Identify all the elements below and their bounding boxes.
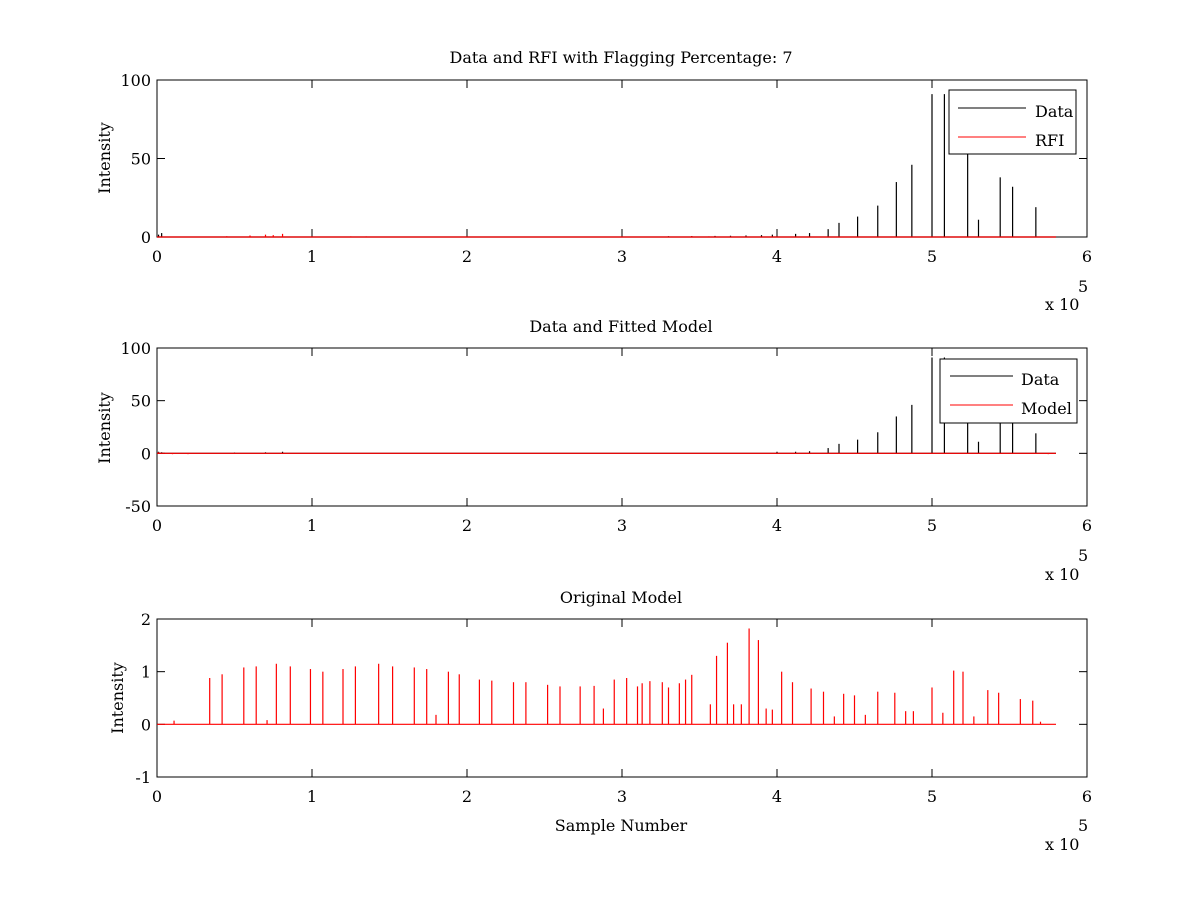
- panel-3-ytick-label: 1: [141, 663, 151, 682]
- panel-2-ylabel: Intensity: [95, 392, 114, 464]
- panel-1-xtick-label: 6: [1082, 247, 1092, 266]
- panel-3-ytick-label: -1: [135, 768, 151, 787]
- panel-1-ytick-label: 100: [120, 71, 151, 90]
- panel-fitted-model: Data and Fitted Model Intensity 0 1 2 3 4 5 6 -…: [95, 317, 1092, 584]
- panel-2-ytick-label: 0: [141, 444, 151, 463]
- panel-1-xtick-label: 1: [307, 247, 317, 266]
- panel-1-xtick-label: 2: [462, 247, 472, 266]
- panel-2-title: Data and Fitted Model: [529, 317, 712, 336]
- panel-3-xtick-label: 2: [462, 787, 472, 806]
- panel-1-ytick-label: 50: [131, 150, 151, 169]
- panel-1-title: Data and RFI with Flagging Percentage: 7: [449, 48, 792, 67]
- panel-3-xtick-label: 5: [927, 787, 937, 806]
- panel-3-xtick-label: 4: [772, 787, 782, 806]
- panel-2-xtick-label: 5: [927, 516, 937, 535]
- panel-2-legend-box: [939, 358, 1078, 424]
- panel-1-ytick-label: 0: [141, 228, 151, 247]
- panel-3-ylabel: Intensity: [108, 662, 127, 734]
- panel-2-legend-label-model: Model: [1021, 399, 1072, 418]
- panel-3-xtick-label: 0: [152, 787, 162, 806]
- panel-1-legend-box: [948, 89, 1077, 155]
- panel-3-xtick-label: 6: [1082, 787, 1092, 806]
- panel-1-legend-label-data: Data: [1035, 102, 1074, 121]
- panel-1-xtick-label: 5: [927, 247, 937, 266]
- panel-2-legend: Data Model: [939, 358, 1078, 424]
- panel-3-xlabel: Sample Number: [555, 816, 688, 835]
- panel-1-xtick-label: 4: [772, 247, 782, 266]
- panel-3-xtick-label: 1: [307, 787, 317, 806]
- panel-2-ytick-label: 100: [120, 339, 151, 358]
- panel-1-legend: Data RFI: [948, 89, 1077, 155]
- panel-2-xtick-label: 0: [152, 516, 162, 535]
- panel-2-x-exponent-label: x 10: [1045, 565, 1079, 584]
- panel-3-x-exponent: 5: [1078, 816, 1088, 835]
- panel-1-xtick-label: 3: [617, 247, 627, 266]
- panel-1-x-exponent-label: x 10: [1045, 295, 1079, 314]
- panel-2-ytick-label: -50: [125, 497, 151, 516]
- panel-2-x-exponent: 5: [1078, 546, 1088, 565]
- panel-2-xtick-label: 4: [772, 516, 782, 535]
- panel-3-ytick-label: 2: [141, 610, 151, 629]
- panel-2-xtick-label: 2: [462, 516, 472, 535]
- panel-3-xtick-label: 3: [617, 787, 627, 806]
- panel-3-title: Original Model: [560, 588, 682, 607]
- panel-2-xtick-label: 3: [617, 516, 627, 535]
- panel-1-plot-area: 0 1 2 3 4 5 6 0 50 100: [120, 71, 1092, 266]
- panel-3-ytick-label: 0: [141, 715, 151, 734]
- panel-2-xtick-label: 1: [307, 516, 317, 535]
- panel-1-legend-label-rfi: RFI: [1035, 131, 1064, 150]
- panel-rfi-flagging: Data and RFI with Flagging Percentage: 7…: [95, 48, 1092, 314]
- panel-2-ytick-label: 50: [131, 392, 151, 411]
- panel-1-ylabel: Intensity: [95, 122, 114, 194]
- panel-2-legend-label-data: Data: [1021, 370, 1060, 389]
- panel-1-x-exponent: 5: [1078, 277, 1088, 296]
- panel-3-x-exponent-label: x 10: [1045, 835, 1079, 854]
- panel-2-xtick-label: 6: [1082, 516, 1092, 535]
- panel-1-xtick-label: 0: [152, 247, 162, 266]
